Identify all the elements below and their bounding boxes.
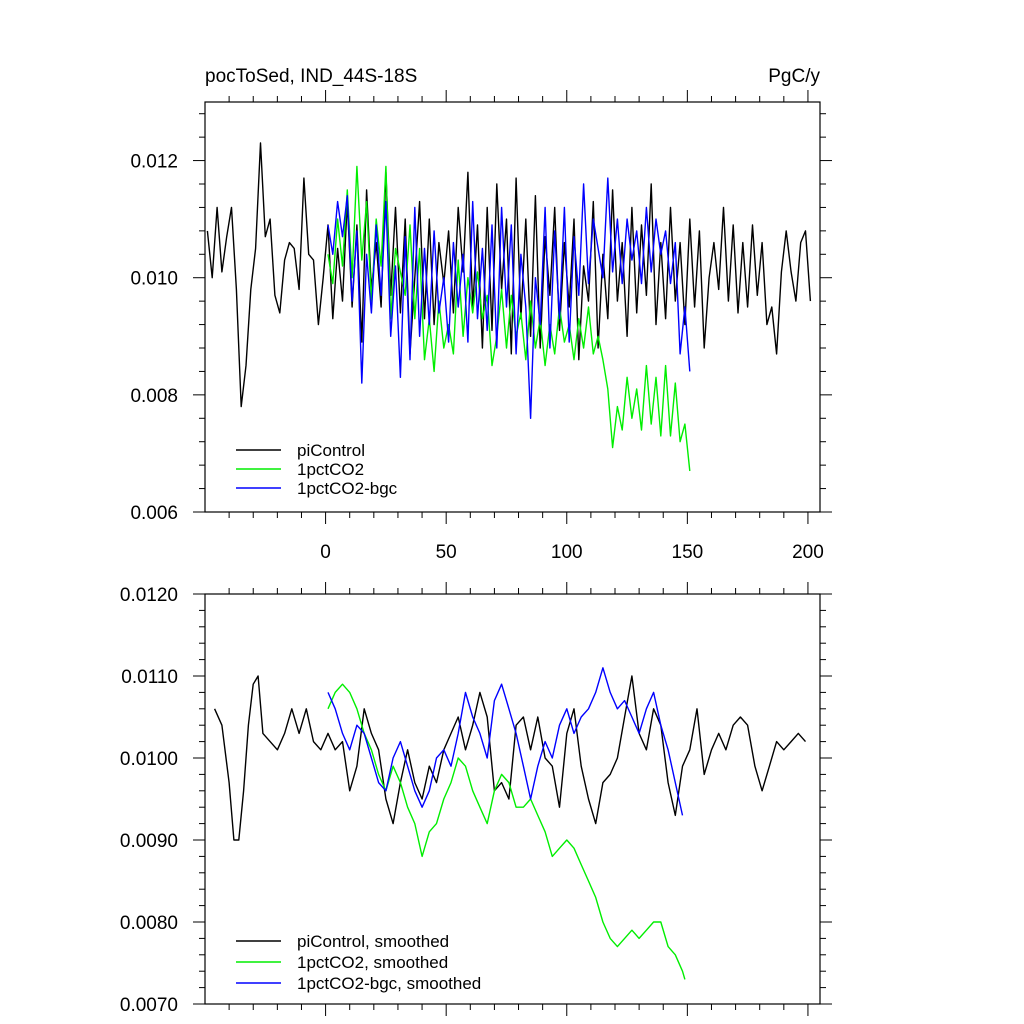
- top-series-1-line: [327, 165, 691, 472]
- bottom-panel-ticks: 0.0070 0.0080 0.0090 0.0100 0.0110 0.0120: [120, 582, 832, 1016]
- bottom-y-tick-label-3: 0.0100: [120, 749, 178, 770]
- bottom-legend-label-1: 1pctCO2, smoothed: [297, 953, 448, 972]
- bottom-panel-legend: piControl, smoothed 1pctCO2, smoothed 1pct…: [236, 932, 481, 993]
- top-x-tick-label-0: 0: [320, 542, 331, 563]
- bottom-legend-label-2: 1pctCO2-bgc, smoothed: [297, 974, 481, 993]
- bottom-y-tick-label-2: 0.0090: [120, 831, 178, 852]
- top-panel-ticks: 0 50 100 150 200 0.006 0.008 0.010 0.012: [130, 90, 832, 563]
- top-y-tick-label-0: 0.006: [130, 503, 178, 524]
- chart-units-label: PgC/y: [768, 66, 820, 87]
- top-legend-label-2: 1pctCO2-bgc: [297, 479, 398, 498]
- bottom-y-tick-label-4: 0.0110: [121, 667, 178, 688]
- bottom-series-2-line: [327, 667, 684, 816]
- bottom-y-tick-label-5: 0.0120: [120, 585, 178, 606]
- bottom-series-0-line: [213, 675, 807, 841]
- bottom-panel-data: [213, 667, 807, 980]
- top-legend-label-0: piControl: [297, 441, 365, 460]
- top-y-tick-label-3: 0.012: [130, 152, 178, 173]
- top-series-2-line: [327, 177, 691, 419]
- bottom-legend-label-0: piControl, smoothed: [297, 932, 449, 951]
- top-x-tick-label-100: 100: [551, 542, 583, 563]
- top-y-tick-label-1: 0.008: [130, 386, 178, 407]
- bottom-panel: 0.0070 0.0080 0.0090 0.0100 0.0110 0.0120 piC…: [120, 582, 832, 1016]
- top-x-tick-label-50: 50: [436, 542, 457, 563]
- top-series-0-line: [206, 142, 812, 408]
- bottom-y-tick-label-0: 0.0070: [120, 995, 178, 1016]
- chart-title-left: pocToSed, IND_44S-18S: [205, 66, 417, 87]
- top-x-tick-label-200: 200: [792, 542, 824, 563]
- bottom-panel-frame: [204, 593, 821, 1005]
- top-legend-label-1: 1pctCO2: [297, 460, 364, 479]
- top-panel: pocToSed, IND_44S-18S PgC/y 0 50 100 150 200…: [130, 66, 832, 563]
- top-x-tick-label-150: 150: [672, 542, 704, 563]
- bottom-y-tick-label-1: 0.0080: [120, 913, 178, 934]
- top-y-tick-label-2: 0.010: [130, 269, 178, 290]
- top-panel-frame: [204, 101, 821, 513]
- top-panel-data: [206, 142, 812, 472]
